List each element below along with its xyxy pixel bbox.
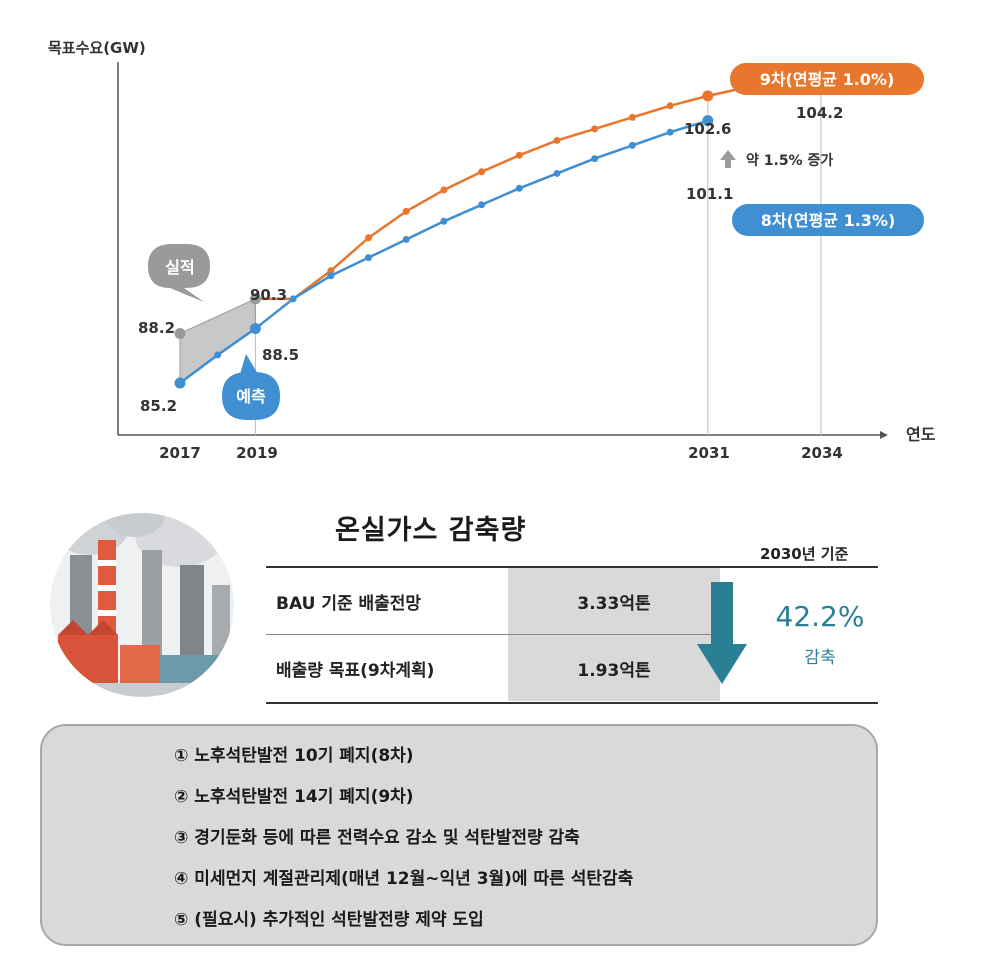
data-point [440, 217, 448, 225]
down-arrow-icon [697, 582, 747, 684]
label-plan8-2017: 85.2 [140, 397, 177, 415]
ghg-row-label: BAU 기준 배출전망 [276, 593, 422, 614]
label-plan9-2031: 102.6 [684, 120, 731, 138]
up-arrow-icon [720, 150, 736, 168]
data-point [365, 234, 372, 242]
measure-item: ③ 경기둔화 등에 따른 전력수요 감소 및 석탄발전량 감축 [174, 828, 580, 848]
ghg-basis-year: 2030년 기준 [760, 545, 849, 563]
label-actual-2019: 90.3 [250, 286, 287, 304]
measure-item: ① 노후석탄발전 10기 폐지(8차) [174, 746, 414, 766]
legend-9th-plan: 9차(연평균 1.0%) [730, 63, 924, 95]
data-point [327, 267, 335, 275]
data-point [628, 141, 636, 149]
legend-9th-plan-label: 9차(연평균 1.0%) [760, 70, 895, 89]
increase-annotation: 약 1.5% 증가 [746, 152, 833, 169]
data-point [515, 184, 523, 192]
reduction-percent: 42.2% [775, 600, 865, 633]
data-point [702, 115, 714, 127]
series-line-8th-plan [179, 119, 709, 385]
ghg-row-target: 배출량 목표(9차계획) 1.93억톤 [266, 635, 721, 701]
data-point [174, 377, 186, 389]
data-point [365, 254, 372, 262]
x-tick-2019: 2019 [236, 444, 278, 462]
legend-8th-plan: 8차(연평균 1.3%) [732, 204, 924, 236]
ghg-row-value: 1.93억톤 [508, 635, 720, 701]
data-point [478, 168, 486, 176]
data-point [289, 295, 297, 303]
forecast-bubble: 예측 [222, 354, 280, 420]
actual-bubble: 실적 [148, 244, 210, 302]
y-axis-label: 목표수요(GW) [48, 39, 146, 57]
x-tick-2017: 2017 [159, 444, 201, 462]
ghg-row-value: 3.33억톤 [508, 568, 720, 634]
data-point [327, 272, 335, 280]
series-line-9th-plan [255, 68, 822, 301]
forecast-bubble-label: 예측 [236, 387, 266, 406]
measure-item: ⑤ (필요시) 추가적인 석탄발전량 제약 도입 [174, 910, 484, 930]
label-plan8-2019: 88.5 [262, 346, 299, 364]
series-points-8th-plan [174, 115, 714, 389]
data-point [553, 136, 561, 144]
power-plant-illustration [50, 513, 234, 697]
x-axis-label: 연도 [906, 425, 936, 444]
label-plan9-2034: 104.2 [796, 104, 843, 122]
data-point [249, 293, 261, 305]
x-axis-arrow [880, 431, 888, 439]
data-point [553, 169, 561, 177]
data-point [402, 207, 410, 215]
data-point [478, 201, 486, 209]
data-point [591, 155, 599, 163]
data-point [515, 151, 523, 159]
ghg-title: 온실가스 감축량 [335, 515, 527, 546]
data-point [440, 186, 448, 194]
ghg-row-bau: BAU 기준 배출전망 3.33억톤 [266, 568, 721, 635]
data-point [666, 128, 674, 136]
data-point [666, 102, 674, 110]
series-points-actual [174, 293, 261, 339]
label-actual-2017: 88.2 [138, 319, 175, 337]
label-plan8-2031: 101.1 [686, 185, 733, 203]
data-point [628, 113, 636, 121]
data-point [702, 90, 714, 102]
data-point [402, 235, 410, 243]
data-point [174, 328, 186, 339]
demand-line-chart: 목표수요(GW) 연도 2017 2019 2031 2034 88.2 90.… [48, 39, 936, 462]
reduction-label: 감축 [804, 648, 836, 668]
measure-item: ④ 미세먼지 계절관리제(매년 12월~익년 3월)에 따른 석탄감축 [174, 869, 634, 889]
actual-bubble-label: 실적 [165, 258, 194, 277]
data-point [249, 323, 261, 335]
measures-box: ① 노후석탄발전 10기 폐지(8차) ② 노후석탄발전 14기 폐지(9차) … [40, 724, 878, 946]
x-tick-2031: 2031 [688, 444, 730, 462]
measure-item: ② 노후석탄발전 14기 폐지(9차) [174, 787, 414, 807]
legend-8th-plan-label: 8차(연평균 1.3%) [761, 211, 896, 230]
ghg-table: BAU 기준 배출전망 3.33억톤 배출량 목표(9차계획) 1.93억톤 [266, 566, 878, 704]
x-tick-2034: 2034 [801, 444, 843, 462]
data-point [214, 351, 222, 359]
ghg-row-label: 배출량 목표(9차계획) [276, 660, 435, 681]
data-point [591, 125, 599, 133]
